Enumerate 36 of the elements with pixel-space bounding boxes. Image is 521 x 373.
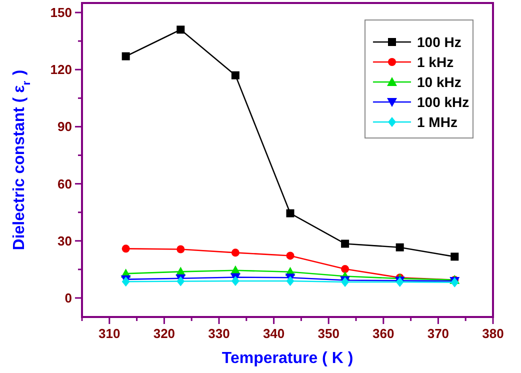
x-tick-label: 360 [372,326,394,341]
legend-label: 100 Hz [417,34,462,50]
point [286,276,294,286]
legend-label: 1 MHz [417,114,458,130]
point [231,276,240,286]
point [122,52,130,60]
point [122,276,130,287]
point [176,245,185,254]
point [231,248,240,257]
point [176,276,185,286]
legend-label: 10 kHz [417,74,462,90]
point [286,209,294,218]
point [396,243,404,252]
point [231,71,240,80]
x-tick-label: 350 [318,326,340,341]
legend-label: 100 kHz [417,94,470,110]
point [341,265,350,274]
x-axis-title: Temperature ( K ) [222,350,354,367]
legend-label: 1 kHz [417,54,454,70]
x-tick-label: 320 [153,326,176,341]
point [176,26,185,34]
x-tick-label: 370 [427,326,450,341]
y-tick-label: 60 [58,176,72,192]
x-tick-label: 310 [98,326,120,341]
point [286,252,294,260]
x-tick-label: 330 [208,326,230,341]
y-tick-label: 30 [58,233,72,248]
point [341,240,350,248]
y-tick-label: 120 [50,62,72,78]
point [450,252,459,261]
x-tick-label: 380 [482,326,504,341]
y-tick-label: 90 [58,119,72,134]
x-tick-label: 340 [262,326,285,341]
y-tick-label: 150 [50,5,72,20]
point [122,244,130,253]
y-tick-label: 0 [64,290,72,306]
